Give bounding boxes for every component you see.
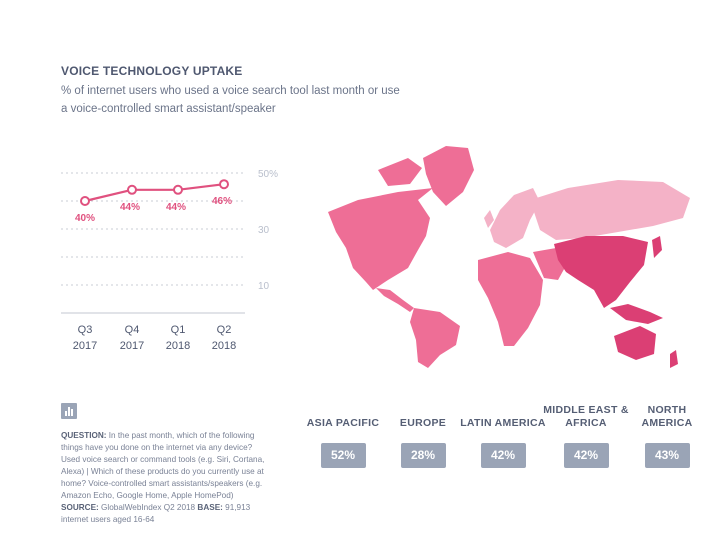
chart-title: VOICE TECHNOLOGY UPTAKE: [61, 64, 243, 78]
region-label: ASIA PACIFIC: [306, 417, 380, 429]
region-label: MIDDLE EAST & AFRICA: [543, 404, 629, 429]
source-text: GlobalWebIndex Q2 2018: [101, 503, 196, 512]
data-label: 46%: [212, 196, 232, 207]
question-label: QUESTION:: [61, 431, 107, 440]
x-tick-label: Q2: [217, 324, 232, 336]
data-point: [173, 184, 183, 195]
map-south-america: [410, 308, 460, 368]
y-tick-label: 10: [258, 281, 270, 292]
data-point: [80, 196, 90, 206]
region-value-badge: 42%: [480, 443, 526, 468]
map-central-america: [376, 288, 414, 312]
data-label: 40%: [75, 213, 95, 224]
world-map: [328, 146, 690, 368]
region-north-america: NORTH AMERICA 43%: [622, 400, 707, 468]
data-label: 44%: [166, 202, 186, 213]
map-europe: [490, 188, 540, 248]
data-label: 44%: [120, 202, 140, 213]
map-uk: [484, 210, 494, 228]
map-asia-pacific: [554, 236, 648, 308]
source-label: SOURCE:: [61, 503, 99, 512]
region-value-badge: 28%: [400, 443, 446, 468]
map-north-america: [328, 188, 433, 290]
map-japan: [652, 236, 662, 258]
base-text: 91,913 internet users aged 16-64: [61, 503, 251, 524]
region-asia-pacific: ASIA PACIFIC 52%: [298, 400, 388, 468]
map-greenland: [423, 146, 474, 206]
bar-chart-icon: [61, 403, 77, 419]
region-europe: EUROPE 28%: [378, 400, 468, 468]
map-africa: [478, 252, 543, 346]
x-tick-label-year: 2017: [73, 340, 97, 352]
map-new-zealand: [670, 350, 678, 368]
region-stats: ASIA PACIFIC 52% EUROPE 28% LATIN AMERIC…: [307, 400, 702, 470]
region-latin-america: LATIN AMERICA 42%: [458, 400, 548, 468]
y-tick-label: 50%: [258, 169, 278, 180]
region-value-badge: 43%: [644, 443, 690, 468]
map-russia: [530, 180, 690, 240]
x-tick-label-year: 2018: [212, 340, 236, 352]
x-tick-label: Q1: [171, 324, 186, 336]
chart-subtitle: % of internet users who used a voice sea…: [61, 85, 400, 115]
map-australia: [614, 326, 656, 360]
region-label: EUROPE: [399, 417, 447, 429]
series-line: [84, 183, 225, 203]
region-value-badge: 42%: [563, 443, 609, 468]
region-label: NORTH AMERICA: [641, 404, 693, 429]
x-tick-label-year: 2018: [166, 340, 190, 352]
data-point: [219, 179, 229, 190]
x-tick-label: Q3: [78, 324, 93, 336]
region-label: LATIN AMERICA: [460, 417, 546, 429]
y-tick-label: 30: [258, 225, 270, 236]
x-tick-label: Q4: [125, 324, 140, 336]
x-tick-label-year: 2017: [120, 340, 144, 352]
data-point: [127, 184, 137, 195]
methodology-note: QUESTION: In the past month, which of th…: [61, 430, 266, 526]
map-arctic-islands: [378, 158, 422, 186]
region-middle-east-africa: MIDDLE EAST & AFRICA 42%: [541, 400, 631, 468]
base-label: BASE:: [197, 503, 223, 512]
map-southeast-asia: [610, 304, 663, 324]
question-text: In the past month, which of the followin…: [61, 431, 265, 500]
region-value-badge: 52%: [320, 443, 366, 468]
line-chart: 10 30 50% 40% 44% 44% 46% Q3 2017 Q4 2017 Q1 2018 Q2 2…: [61, 169, 278, 352]
